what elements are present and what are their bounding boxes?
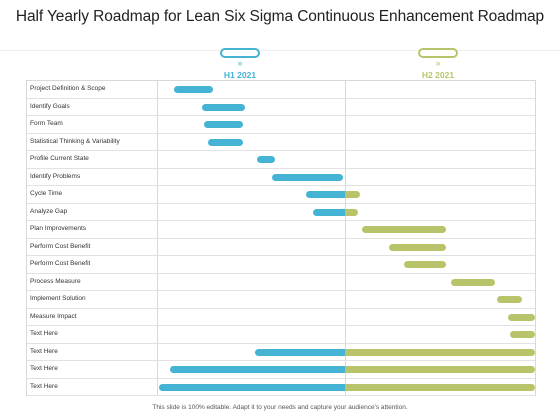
- gantt-bar-h2: [362, 226, 446, 233]
- gantt-bar-h2: [510, 331, 535, 338]
- gantt-bar-h1: [254, 348, 345, 356]
- task-label: Identify Problems: [30, 172, 81, 180]
- period-label-h1: H1 2021: [223, 70, 257, 80]
- task-label: Analyze Gap: [30, 207, 68, 215]
- gantt-bar-h2: [388, 243, 446, 251]
- period-header-h2: » H2 2021: [398, 48, 478, 80]
- gantt-bar-h1: [158, 383, 345, 391]
- table-row: Analyze Gap: [27, 204, 535, 221]
- chevron-down-icon: »: [435, 58, 441, 68]
- title-divider: [0, 50, 560, 51]
- task-label: Process Measure: [30, 277, 81, 285]
- chevron-down-icon: »: [237, 58, 243, 68]
- gantt-bar-h2: [451, 278, 496, 286]
- roadmap-table: Project Definition & Scope Identify Goals…: [26, 80, 536, 396]
- gantt-bar-h1: [204, 121, 244, 128]
- task-label: Measure Impact: [30, 312, 77, 320]
- gantt-bar-h2: [345, 383, 535, 391]
- task-label: Perform Cost Benefit: [30, 260, 91, 267]
- table-row: Text Here: [27, 379, 535, 396]
- table-row: Form Team: [27, 116, 535, 134]
- task-label: Form Team: [30, 120, 63, 127]
- gantt-bar-h1: [271, 173, 344, 181]
- table-row: Measure Impact: [27, 309, 535, 326]
- task-label: Cycle Time: [30, 190, 63, 197]
- table-row: Text Here: [27, 361, 535, 379]
- task-label: Text Here: [30, 330, 58, 337]
- table-row: Perform Cost Benefit: [27, 256, 535, 274]
- task-label: Profile Current State: [30, 155, 89, 162]
- table-row: Project Definition & Scope: [27, 81, 535, 99]
- gantt-bar-h2: [345, 191, 361, 198]
- task-label: Text Here: [30, 347, 58, 355]
- gantt-bar-h2: [497, 296, 522, 303]
- gantt-bar-h2: [345, 208, 359, 216]
- table-row: Profile Current State: [27, 151, 535, 169]
- table-row: Text Here: [27, 344, 535, 361]
- table-row: Identify Goals: [27, 99, 535, 116]
- gantt-bar-h1: [173, 86, 214, 93]
- gantt-bar-h1: [207, 138, 244, 146]
- table-row: Text Here: [27, 326, 535, 344]
- period-pill-h1: [220, 48, 260, 58]
- task-label: Plan Improvements: [30, 225, 86, 232]
- footer-note: This slide is 100% editable. Adapt it to…: [152, 404, 408, 411]
- table-row: Cycle Time: [27, 186, 535, 204]
- table-row: Statistical Thinking & Variability: [27, 134, 535, 151]
- gantt-bar-h1: [313, 208, 345, 216]
- period-pill-h2: [418, 48, 458, 58]
- gantt-bar-h2: [508, 313, 535, 321]
- task-label: Implement Solution: [30, 295, 86, 302]
- table-row: Process Measure: [27, 274, 535, 291]
- gantt-bar-h2: [345, 366, 535, 373]
- gantt-bar-h1: [256, 156, 276, 163]
- gantt-bar-h2: [403, 261, 446, 268]
- period-header-h1: » H1 2021: [200, 48, 280, 80]
- gantt-bar-h1: [305, 191, 345, 198]
- table-row: Identify Problems: [27, 169, 535, 186]
- gantt-bar-h1: [170, 366, 345, 373]
- table-row: Implement Solution: [27, 291, 535, 309]
- task-label: Text Here: [30, 365, 58, 372]
- page-title: Half Yearly Roadmap for Lean Six Sigma C…: [15, 8, 545, 25]
- gantt-bar-h1: [202, 103, 246, 111]
- table-row: Plan Improvements: [27, 221, 535, 239]
- table-row: Perform Cost Benefit: [27, 239, 535, 256]
- task-label: Perform Cost Benefit: [30, 242, 91, 250]
- period-label-h2: H2 2021: [421, 70, 455, 80]
- task-label: Statistical Thinking & Variability: [30, 137, 120, 145]
- task-label: Identify Goals: [30, 102, 70, 110]
- task-label: Text Here: [30, 382, 58, 390]
- gantt-bar-h2: [345, 348, 535, 356]
- task-label: Project Definition & Scope: [30, 85, 106, 92]
